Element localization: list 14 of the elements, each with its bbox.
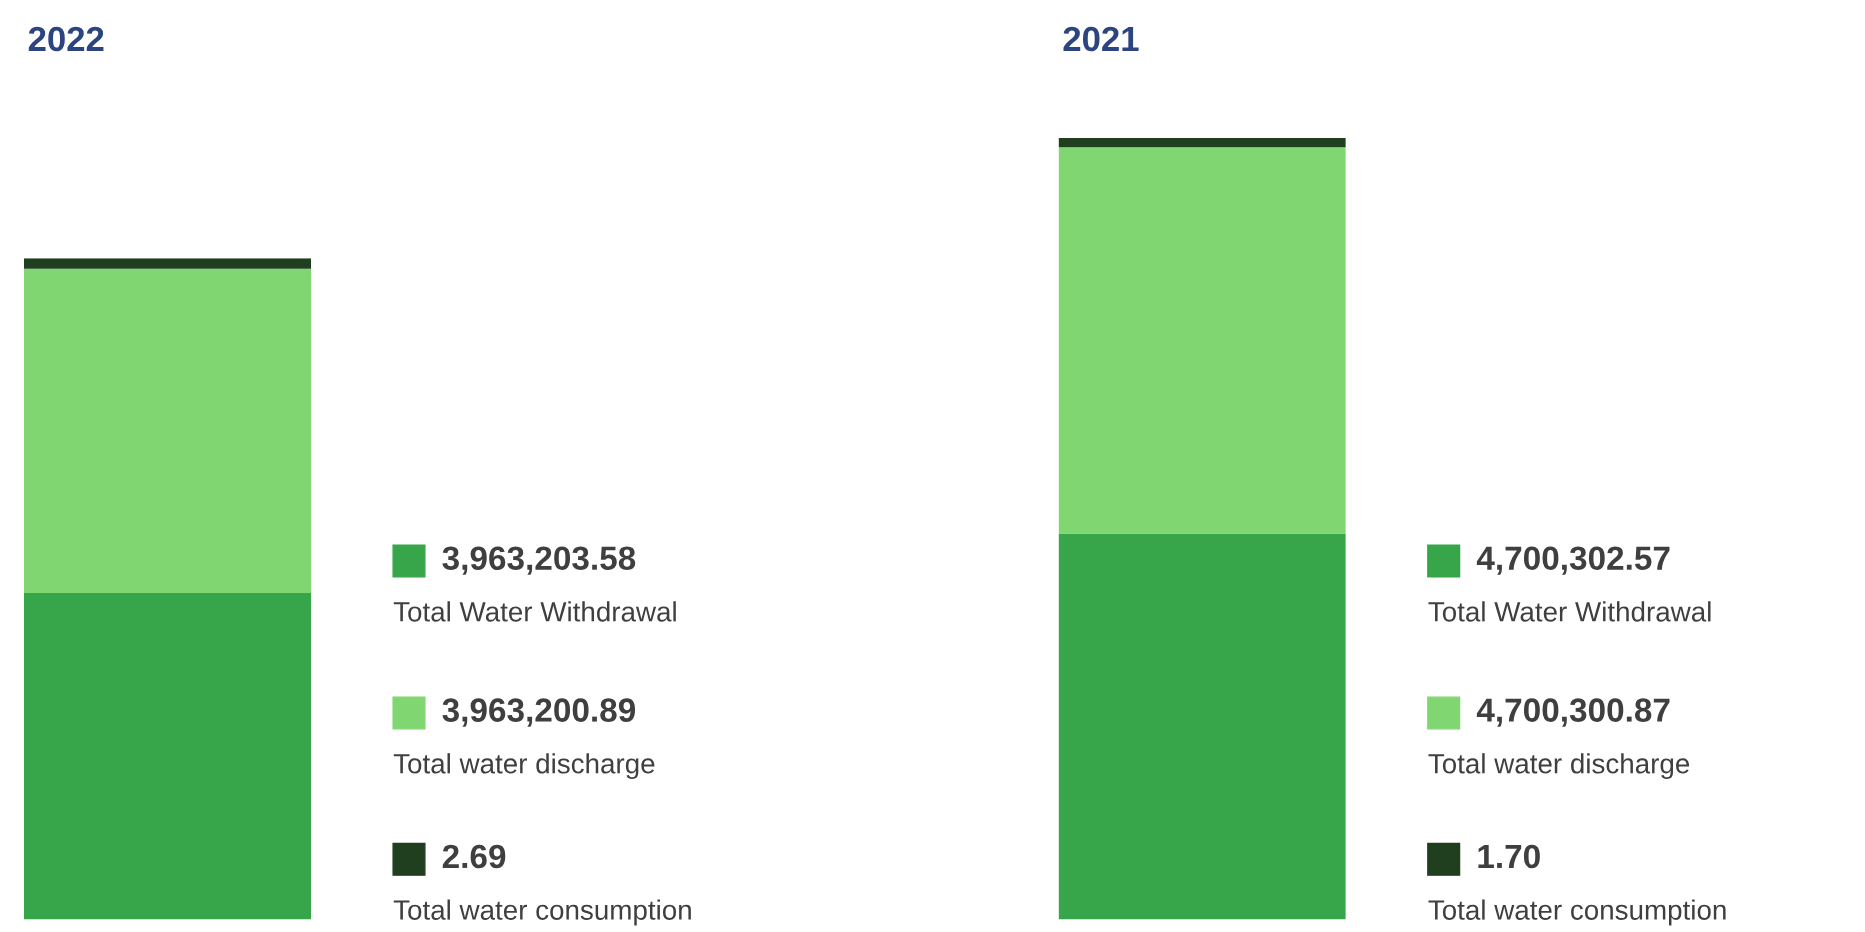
text: 3,963,203.58 xyxy=(442,546,636,575)
legend-label: Total Water Withdrawal xyxy=(393,601,676,622)
legend-label: Total water discharge xyxy=(1428,753,1690,780)
legend-label: Total water consumption xyxy=(1428,899,1726,926)
chart-title: 2021 xyxy=(1063,26,1139,52)
text: 4,700,300.87 xyxy=(1476,698,1670,727)
text: 4,700,302.57 xyxy=(1476,546,1670,575)
legend-label: Total water discharge xyxy=(393,753,655,780)
text: 1.70 xyxy=(1478,844,1540,869)
legend-label: Total Water Withdrawal xyxy=(1428,601,1711,622)
legend-label: Total water consumption xyxy=(393,899,691,926)
text: 3,963,200.89 xyxy=(442,698,636,727)
chart-title: 2022 xyxy=(28,26,104,52)
text: 2.69 xyxy=(442,844,506,869)
